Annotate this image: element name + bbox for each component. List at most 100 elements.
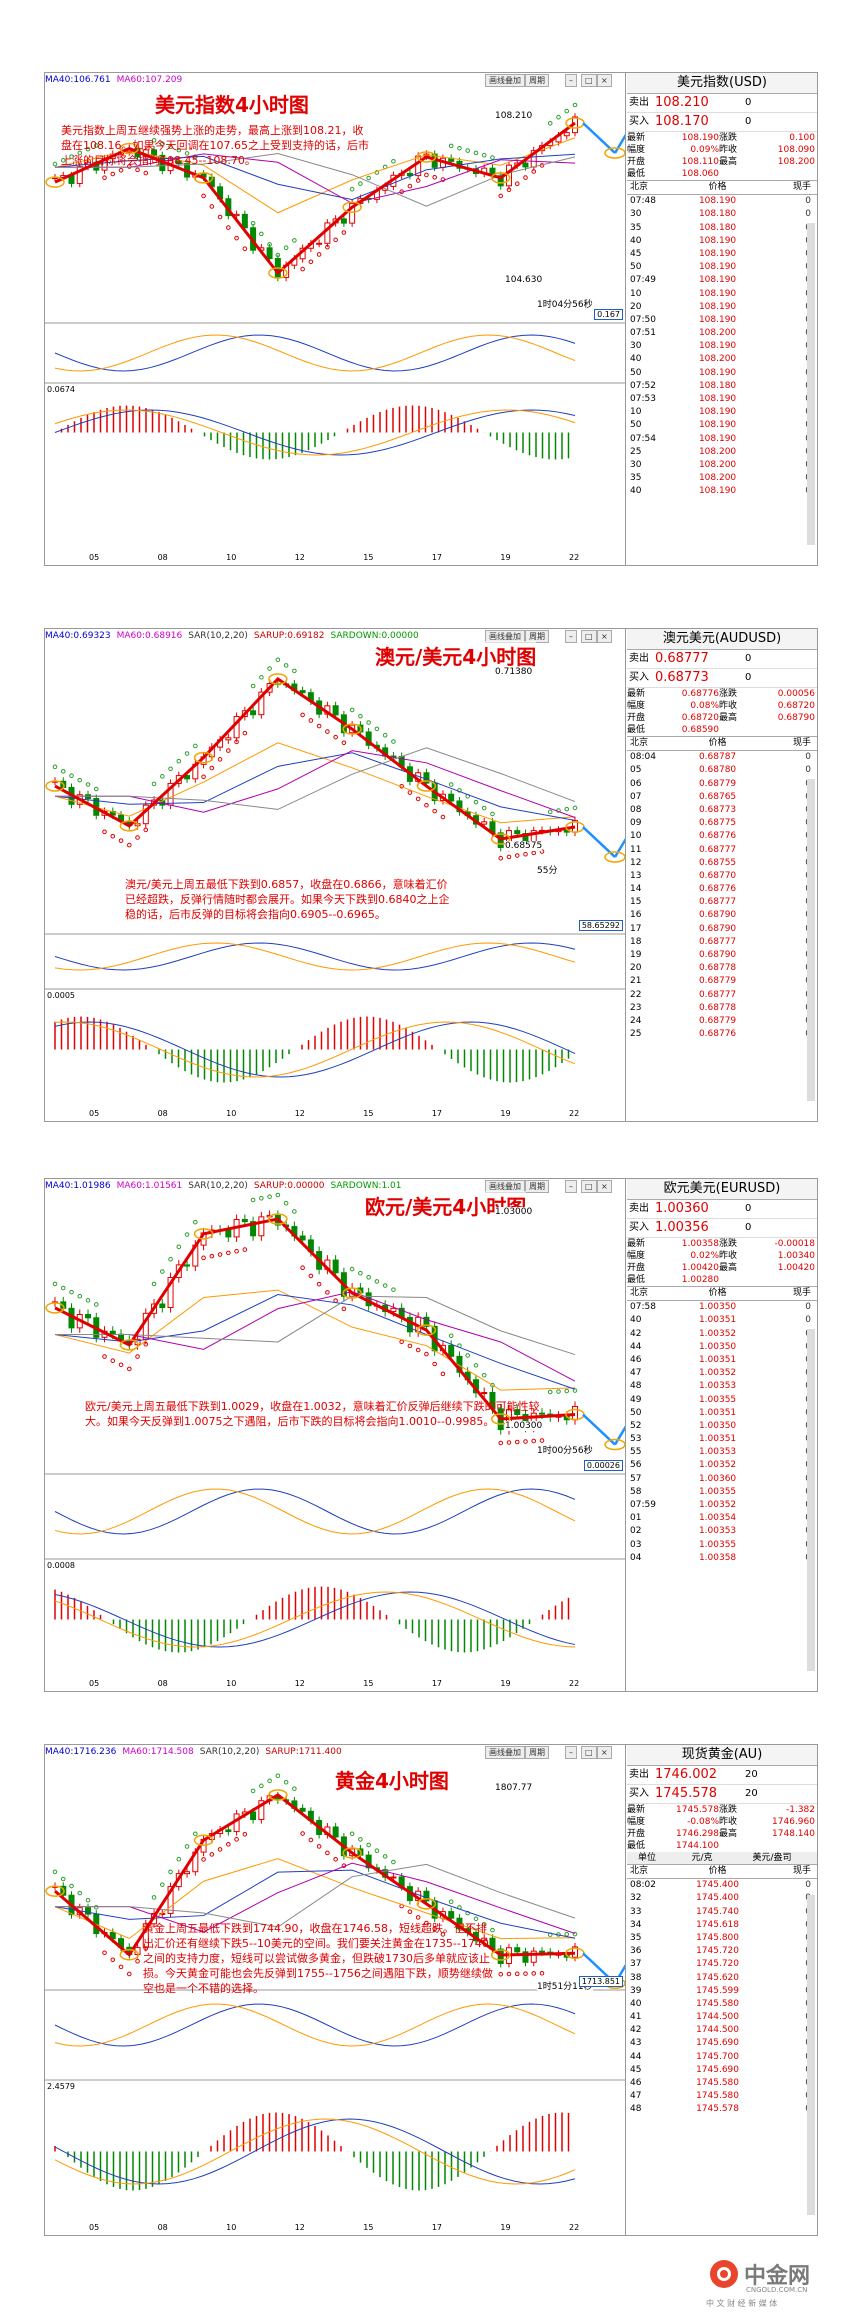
buy-label: 买入: [629, 1788, 649, 1799]
chart-area[interactable]: MA40:0.69323 MA60:0.68916 SAR(10,2,20) SARU…: [45, 629, 626, 1121]
tick-cell: 15: [630, 897, 642, 908]
chart-area[interactable]: MA40:106.761 MA60:107.209 画线叠加 周期 – □ × 美元指数4小时…: [45, 73, 626, 565]
tick-cell: 35: [630, 222, 642, 233]
tick-cell: 108.190: [698, 420, 737, 431]
x-tick-label: 08: [157, 553, 168, 562]
candle-body: [184, 1871, 191, 1875]
quote-stat-cell: 0.68776: [681, 689, 719, 699]
candle-body: [572, 1406, 578, 1421]
tick-cell: 55: [630, 1447, 642, 1458]
period-button[interactable]: 周期: [525, 1180, 549, 1193]
tick-cell: 50: [630, 1407, 642, 1418]
tick-cell: 07:53: [630, 394, 656, 404]
draw-overlay-button[interactable]: 画线叠加: [485, 74, 525, 87]
quote-stat-cell: 最高: [719, 157, 738, 167]
candle-body: [233, 213, 240, 217]
sar-dot: [415, 178, 421, 183]
quote-stat-cell: 幅度: [627, 1817, 646, 1827]
draw-overlay-button[interactable]: 画线叠加: [485, 1746, 525, 1759]
tick-cell: 45: [630, 2064, 642, 2075]
indicator-label: SARUP:0.69182: [253, 631, 325, 641]
chart-area[interactable]: MA40:1.01986 MA60:1.01561 SAR(10,2,20) SARU…: [45, 1179, 626, 1691]
sar-dot: [151, 1895, 157, 1900]
turning-point-marker: [268, 267, 288, 279]
tick-header-cell: 现手: [792, 182, 811, 192]
minimize-icon[interactable]: –: [565, 1746, 577, 1759]
sar-dot: [300, 266, 305, 272]
candle-body: [522, 162, 529, 168]
unit-cell[interactable]: 元/克: [691, 1853, 713, 1863]
tick-scrollbar[interactable]: [807, 223, 815, 545]
tick-header-cell: 现手: [792, 738, 811, 748]
sar-dot: [118, 1362, 124, 1368]
tick-scrollbar[interactable]: [807, 1895, 815, 2215]
tick-cell: 108.190: [698, 394, 737, 404]
unit-cell[interactable]: 美元/盎司: [752, 1853, 792, 1863]
projection-arrow-up: [613, 133, 625, 154]
candle-body: [514, 1947, 521, 1953]
period-button[interactable]: 周期: [525, 74, 549, 87]
minimize-icon[interactable]: –: [565, 630, 577, 643]
sar-dot: [250, 683, 256, 689]
sar-dot: [126, 842, 132, 848]
quote-stat-cell: 1.00420: [777, 1263, 815, 1273]
restore-icon[interactable]: □: [581, 1180, 597, 1193]
trend-zigzag-line: [54, 677, 576, 841]
target-marker: [604, 851, 625, 863]
tick-header-cell: 北京: [630, 182, 649, 192]
sar-dot: [432, 174, 437, 180]
period-button[interactable]: 周期: [525, 1746, 549, 1759]
tick-scrollbar[interactable]: [807, 1329, 815, 1671]
tick-cell: 13: [630, 870, 642, 881]
restore-icon[interactable]: □: [581, 1746, 597, 1759]
sar-dot: [143, 827, 149, 833]
minimize-icon[interactable]: –: [565, 1180, 577, 1193]
quote-stat-row: 最低 1744.100: [627, 1840, 817, 1852]
restore-icon[interactable]: □: [581, 630, 597, 643]
value-box: 0.167: [594, 309, 623, 320]
chart-area[interactable]: MA40:1716.236 MA60:1714.508 SAR(10,2,20) SA…: [45, 1745, 626, 2235]
restore-icon[interactable]: □: [581, 74, 597, 87]
close-icon[interactable]: ×: [597, 1746, 612, 1759]
indicator-bar: MA40:1.01986 MA60:1.01561 SAR(10,2,20) SARU…: [45, 1179, 625, 1193]
tick-scrollbar[interactable]: [807, 779, 815, 1101]
logo-area: 中金网 CNGOLD.COM.CN 中 文 财 经 新 媒 体: [706, 2252, 836, 2312]
sar-dot: [564, 1388, 570, 1394]
x-tick-label: 22: [569, 1679, 580, 1688]
price-extreme-label: 1807.77: [495, 1783, 533, 1793]
tick-cell: 1745.400: [696, 1893, 740, 1904]
sar-dot: [448, 782, 454, 787]
close-icon[interactable]: ×: [597, 1180, 612, 1193]
tick-row: 100.687760: [627, 830, 817, 843]
tick-cell: 0: [805, 1302, 811, 1313]
sar-dot: [209, 1253, 215, 1259]
period-button[interactable]: 周期: [525, 630, 549, 643]
tick-cell: 108.190: [698, 196, 737, 207]
close-icon[interactable]: ×: [597, 74, 612, 87]
tick-cell: 1745.620: [696, 1972, 740, 1983]
candle-body: [85, 1313, 92, 1319]
tick-cell: 0.68776: [698, 831, 737, 842]
x-tick-label: 12: [294, 2223, 305, 2232]
minimize-icon[interactable]: –: [565, 74, 577, 87]
sar-dot: [259, 1195, 264, 1201]
close-icon[interactable]: ×: [597, 630, 612, 643]
sar-dot: [226, 1250, 231, 1256]
turning-point-marker: [268, 1789, 288, 1801]
tick-cell: 108.180: [698, 380, 737, 391]
candle-body: [225, 1229, 232, 1238]
tick-header-cell: 现手: [792, 1288, 811, 1298]
sar-dot: [473, 799, 479, 805]
tick-cell: 1.00352: [698, 1460, 737, 1471]
sar-dot: [341, 740, 347, 746]
tick-cell: 10: [630, 831, 642, 842]
sar-dot: [374, 726, 380, 732]
